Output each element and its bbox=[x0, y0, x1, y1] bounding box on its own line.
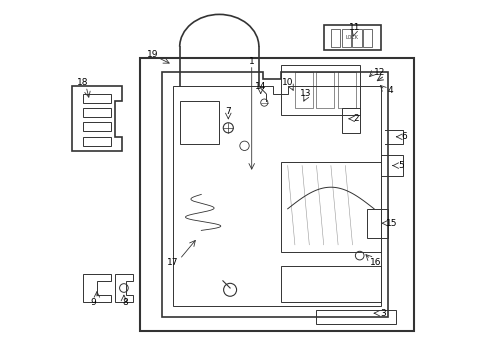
Text: 10: 10 bbox=[282, 78, 293, 87]
Text: 1: 1 bbox=[248, 57, 254, 66]
Text: 5: 5 bbox=[397, 161, 403, 170]
Text: 14: 14 bbox=[254, 82, 266, 91]
Text: 15: 15 bbox=[386, 219, 397, 228]
Text: 16: 16 bbox=[369, 258, 381, 267]
Text: 6: 6 bbox=[401, 132, 407, 141]
Text: 17: 17 bbox=[166, 258, 178, 267]
Text: 18: 18 bbox=[77, 78, 88, 87]
Text: 4: 4 bbox=[386, 86, 392, 95]
Text: 12: 12 bbox=[373, 68, 385, 77]
Text: 2: 2 bbox=[352, 114, 358, 123]
Text: 3: 3 bbox=[380, 309, 385, 318]
Text: 7: 7 bbox=[225, 107, 231, 116]
Text: 9: 9 bbox=[90, 298, 96, 307]
Text: 8: 8 bbox=[122, 298, 128, 307]
Text: 11: 11 bbox=[348, 23, 359, 32]
Text: LOCK: LOCK bbox=[346, 35, 358, 40]
Text: 13: 13 bbox=[299, 89, 311, 98]
Text: 19: 19 bbox=[147, 50, 158, 59]
